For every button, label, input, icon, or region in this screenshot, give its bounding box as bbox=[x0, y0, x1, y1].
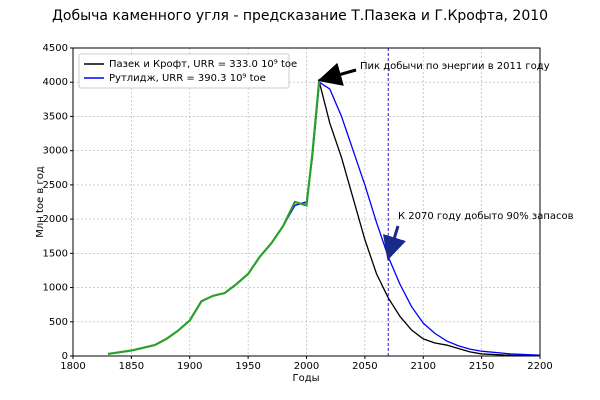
x-tick-label: 2100 bbox=[411, 361, 436, 372]
y-tick-label: 4500 bbox=[43, 43, 68, 54]
y-tick-label: 3000 bbox=[43, 146, 68, 157]
legend-label: Рутлидж, URR = 390.3 10⁹ toe bbox=[109, 73, 266, 84]
y-tick-label: 1500 bbox=[43, 248, 68, 259]
y-tick-label: 2000 bbox=[43, 214, 68, 225]
x-tick-label: 2200 bbox=[527, 361, 552, 372]
chart-title: Добыча каменного угля - предсказание Т.П… bbox=[52, 8, 548, 24]
annotation: К 2070 году добыто 90% запасов bbox=[398, 211, 574, 222]
annotation-arrow bbox=[383, 225, 406, 261]
x-tick-label: 2150 bbox=[469, 361, 494, 372]
y-tick-label: 1000 bbox=[43, 283, 68, 294]
x-tick-label: 1850 bbox=[119, 361, 144, 372]
y-tick-label: 2500 bbox=[43, 180, 68, 191]
plot-frame bbox=[72, 47, 541, 357]
legend-label: Пазек и Крофт, URR = 333.0 10⁹ toe bbox=[109, 59, 297, 70]
y-tick-label: 3500 bbox=[43, 111, 68, 122]
x-tick-label: 1800 bbox=[60, 361, 85, 372]
x-axis-label: Годы bbox=[292, 373, 319, 384]
x-tick-label: 2050 bbox=[352, 361, 377, 372]
annotation-arrow bbox=[317, 62, 357, 86]
x-tick-label: 2000 bbox=[294, 361, 319, 372]
y-tick-label: 4000 bbox=[43, 77, 68, 88]
y-tick-label: 0 bbox=[62, 351, 68, 362]
y-tick-label: 500 bbox=[49, 317, 68, 328]
x-tick-label: 1950 bbox=[235, 361, 260, 372]
annotation: Пик добычи по энергии в 2011 году bbox=[360, 61, 550, 72]
y-axis-label: Млн toe в год bbox=[35, 166, 46, 238]
legend-box bbox=[78, 53, 290, 89]
series-line bbox=[107, 78, 321, 356]
x-tick-label: 1900 bbox=[177, 361, 202, 372]
